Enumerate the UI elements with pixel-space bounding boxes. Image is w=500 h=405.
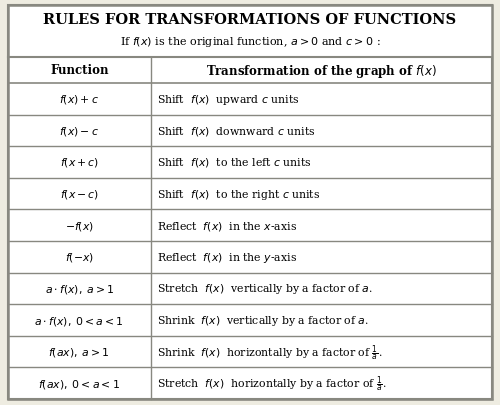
Text: Shift  $f(x)$  to the left $c$ units: Shift $f(x)$ to the left $c$ units (157, 156, 312, 169)
Text: $f(x+c)$: $f(x+c)$ (60, 156, 99, 169)
Text: $f(ax),\; 0 < a < 1$: $f(ax),\; 0 < a < 1$ (38, 377, 120, 390)
Text: $f(-x)$: $f(-x)$ (65, 251, 94, 264)
Text: Stretch  $f(x)$  horizontally by a factor of $\frac{1}{a}$.: Stretch $f(x)$ horizontally by a factor … (157, 373, 386, 393)
Text: $f(x)-c$: $f(x)-c$ (60, 125, 100, 138)
Text: Shrink  $f(x)$  vertically by a factor of $a$.: Shrink $f(x)$ vertically by a factor of … (157, 313, 368, 327)
Text: If $f(x)$ is the original function, $a > 0$ and $c > 0$ :: If $f(x)$ is the original function, $a >… (120, 35, 380, 49)
Bar (8, 6, 492, 58)
Text: Reflect  $f(x)$  in the $x$-axis: Reflect $f(x)$ in the $x$-axis (157, 219, 297, 232)
Text: Shift  $f(x)$  upward $c$ units: Shift $f(x)$ upward $c$ units (157, 93, 300, 107)
Text: $f(x-c)$: $f(x-c)$ (60, 188, 99, 200)
Text: $a \cdot f(x),\; 0 < a < 1$: $a \cdot f(x),\; 0 < a < 1$ (34, 314, 124, 327)
Text: $-f(x)$: $-f(x)$ (65, 219, 94, 232)
Text: $f(x)+c$: $f(x)+c$ (60, 93, 100, 106)
Text: Shift  $f(x)$  downward $c$ units: Shift $f(x)$ downward $c$ units (157, 125, 315, 138)
Text: Stretch  $f(x)$  vertically by a factor of $a$.: Stretch $f(x)$ vertically by a factor of… (157, 282, 373, 296)
Text: $a \cdot f(x),\; a > 1$: $a \cdot f(x),\; a > 1$ (44, 282, 114, 295)
Text: $f(ax),\; a > 1$: $f(ax),\; a > 1$ (48, 345, 110, 358)
Text: Shift  $f(x)$  to the right $c$ units: Shift $f(x)$ to the right $c$ units (157, 187, 320, 201)
Text: Reflect  $f(x)$  in the $y$-axis: Reflect $f(x)$ in the $y$-axis (157, 250, 297, 264)
Text: RULES FOR TRANSFORMATIONS OF FUNCTIONS: RULES FOR TRANSFORMATIONS OF FUNCTIONS (44, 13, 457, 27)
Text: Function: Function (50, 64, 108, 77)
Text: Shrink  $f(x)$  horizontally by a factor of $\frac{1}{a}$.: Shrink $f(x)$ horizontally by a factor o… (157, 342, 382, 362)
Text: Transformation of the graph of $f(x)$: Transformation of the graph of $f(x)$ (206, 62, 437, 79)
